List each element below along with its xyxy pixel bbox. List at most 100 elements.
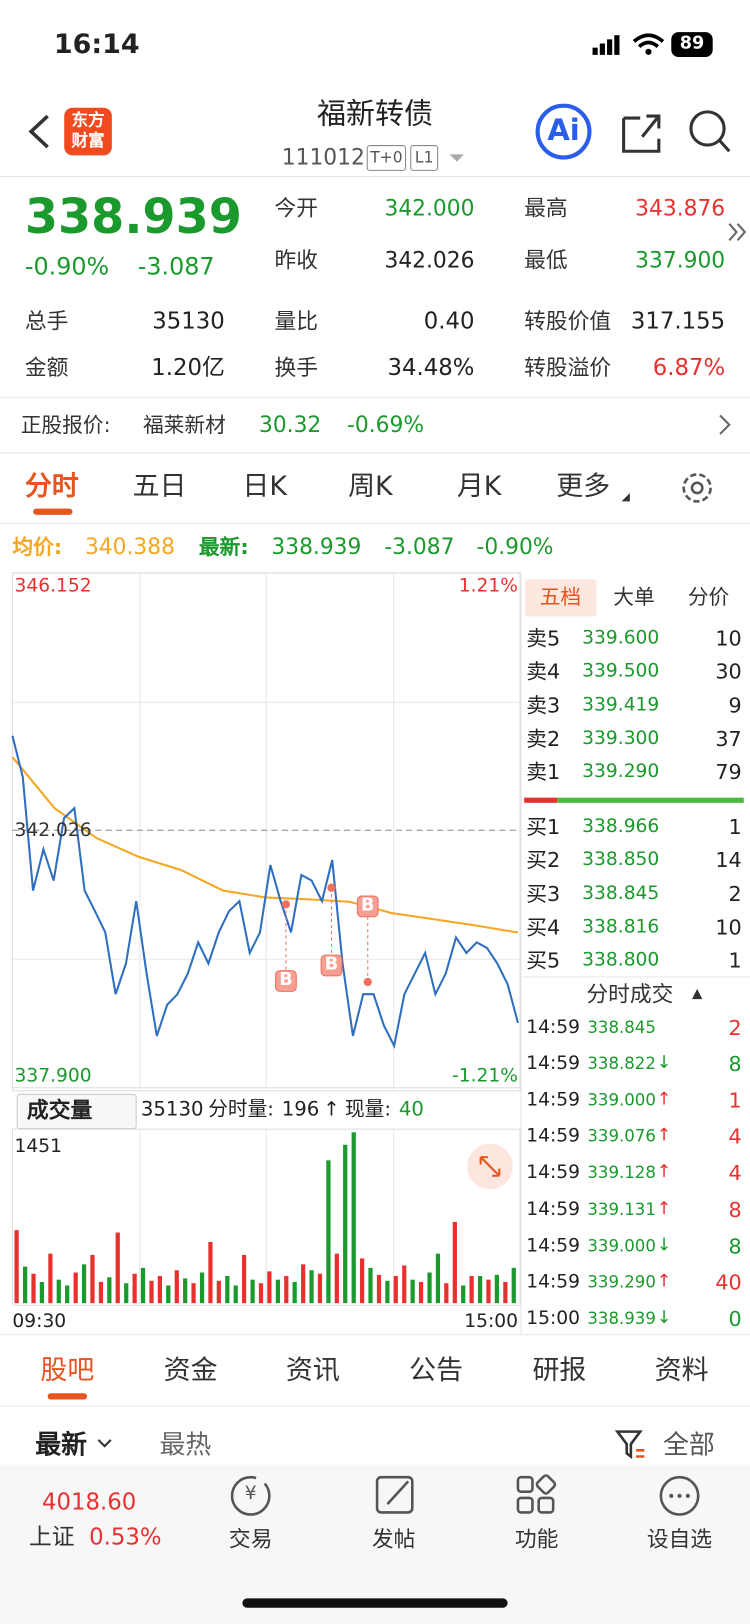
volume-bar [410,1279,415,1304]
trade-time: 14:59 [526,1198,580,1220]
section-tab[interactable]: 资料 [654,1354,709,1387]
book-label: 买2 [526,847,561,873]
trades-title: 分时成交 [586,982,674,1007]
book-label: 卖2 [526,726,561,751]
book-volume: 1 [728,814,742,840]
volume-bar [317,1273,323,1304]
book-tab[interactable]: 大单 [613,584,655,610]
stat-label: 金额 [24,355,69,381]
tag: T+0 [366,145,407,171]
header-icons [28,103,731,160]
sort-option[interactable]: 最热 [159,1429,212,1460]
logo-text: 财富 [71,130,105,151]
ai-button[interactable]: Ai [547,112,580,148]
tab[interactable]: 更多 [556,471,611,503]
index-change: 0.53% [89,1524,162,1551]
volume-bar [140,1267,146,1304]
trades-toggle[interactable]: ▲ [691,986,703,1002]
tab[interactable]: 五日 [132,471,187,503]
section-tab[interactable]: 研报 [532,1354,587,1387]
volume-bar [444,1283,449,1304]
chevron[interactable] [715,412,736,439]
filter-icon[interactable] [613,1427,648,1460]
divider [0,523,750,525]
sort-option[interactable]: 最新 [35,1429,88,1460]
settings-icon[interactable] [679,469,716,506]
trade-time: 14:59 [526,1270,580,1293]
tab[interactable]: 分时 [24,471,79,503]
stat-value: 337.900 [635,247,726,273]
volume-bar [107,1277,112,1304]
time-end: 15:00 [464,1310,518,1333]
y-max-label: 346.152 [14,574,92,597]
nav-item[interactable]: 设自选 [646,1526,713,1552]
trade-time: 15:00 [526,1307,580,1329]
stat-value: 342.026 [384,247,475,273]
book-tab[interactable]: 分价 [687,584,730,610]
stat-value: 317.155 [630,308,726,335]
nav-item[interactable]: 功能 [514,1526,559,1552]
nav-item[interactable]: 交易 [228,1526,273,1552]
volume-bar [14,1230,19,1304]
trade-volume: 8 [728,1051,742,1077]
divider [0,1405,750,1407]
book-label: 卖4 [526,659,561,685]
current-label: 现量: [344,1098,391,1121]
trade-volume: 8 [728,1196,742,1222]
volume-frame [11,1128,521,1306]
tab[interactable]: 周K [348,471,393,503]
section-tab[interactable]: 公告 [409,1354,464,1387]
change: -3.087 [137,253,215,281]
tab[interactable]: 月K [456,471,502,503]
stat-value: 343.876 [635,195,726,221]
volume-bar [81,1264,87,1304]
marker-dot [281,900,291,909]
volume-max-label: 1451 [14,1135,62,1158]
price-line [11,735,519,1050]
book-volume: 14 [715,847,742,873]
book-price: 339.419 [582,693,660,716]
volume-bar [284,1276,289,1304]
expand-chevron[interactable] [725,218,750,249]
volume-bar [309,1270,314,1304]
divider [0,396,750,398]
change: -3.087 [384,534,455,560]
volume-total: 35130 [140,1098,204,1121]
volume-bar [469,1276,474,1304]
book-tab[interactable]: 五档 [539,584,582,610]
volume-bar [376,1274,382,1304]
section-tab[interactable]: 资金 [163,1354,218,1387]
tab[interactable]: 日K [242,471,288,503]
section-tab[interactable]: 股吧 [40,1354,95,1387]
nav-item[interactable]: 发帖 [371,1526,416,1552]
marker-label: B [361,895,375,916]
minute-label: 分时量: [208,1098,274,1121]
volume-bar [157,1276,163,1304]
trade-volume: 4 [728,1160,742,1186]
trade-time: 14:59 [526,1016,580,1038]
stat-value: 342.000 [384,195,475,221]
book-label: 买1 [526,814,561,840]
sort-caret [97,1439,112,1448]
selector-box[interactable] [16,1093,137,1130]
stat-label: 换手 [274,355,319,381]
pct-max-label: 1.21% [458,574,518,597]
scope[interactable]: 全部 [662,1429,715,1460]
volume-bar [334,1253,339,1304]
bottom-nav [0,1464,750,1624]
volume-bar [452,1221,457,1304]
trade-volume: 40 [715,1269,742,1295]
expand-icon [479,1156,501,1177]
home-indicator [242,1598,508,1608]
section-tab[interactable]: 资讯 [285,1354,340,1387]
stat-label: 今开 [274,195,319,221]
trade-volume: 2 [728,1015,742,1041]
stat-label: 最高 [524,195,568,221]
volume-bar [477,1276,483,1304]
volume-selector[interactable]: 成交量 [26,1098,93,1123]
trade-icon: ¥ [244,1482,257,1505]
book-volume: 30 [715,659,742,685]
stat-label: 量比 [274,308,319,334]
stat-label: 转股溢价 [524,355,612,381]
